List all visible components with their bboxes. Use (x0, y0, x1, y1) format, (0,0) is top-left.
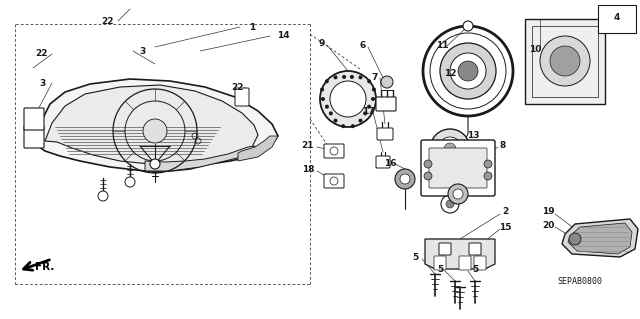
FancyBboxPatch shape (324, 174, 344, 188)
FancyBboxPatch shape (598, 5, 636, 33)
Circle shape (367, 105, 371, 109)
Text: 13: 13 (467, 130, 479, 139)
Circle shape (333, 75, 337, 79)
Circle shape (550, 46, 580, 76)
Circle shape (98, 191, 108, 201)
Polygon shape (45, 85, 258, 164)
Circle shape (484, 160, 492, 168)
Text: FR.: FR. (35, 262, 54, 272)
Polygon shape (35, 79, 278, 171)
Circle shape (358, 75, 362, 79)
Text: 3: 3 (39, 78, 45, 87)
Circle shape (150, 159, 160, 169)
FancyBboxPatch shape (421, 140, 495, 196)
Circle shape (341, 124, 345, 128)
Text: 18: 18 (301, 166, 314, 174)
Circle shape (458, 61, 478, 81)
Text: 14: 14 (276, 31, 289, 40)
Text: 17: 17 (362, 107, 374, 115)
Polygon shape (238, 136, 278, 161)
Text: 20: 20 (542, 221, 554, 231)
Circle shape (371, 97, 375, 101)
Circle shape (358, 119, 362, 122)
Circle shape (143, 119, 167, 143)
Circle shape (330, 81, 366, 117)
Circle shape (424, 172, 432, 180)
Circle shape (450, 53, 486, 89)
FancyBboxPatch shape (429, 148, 487, 188)
Text: 15: 15 (499, 222, 511, 232)
Circle shape (320, 87, 324, 92)
Text: 5: 5 (437, 265, 443, 275)
Circle shape (440, 43, 496, 99)
Circle shape (320, 71, 376, 127)
Circle shape (329, 111, 333, 115)
Polygon shape (425, 239, 495, 269)
FancyBboxPatch shape (235, 88, 249, 106)
Circle shape (400, 174, 410, 184)
Circle shape (363, 111, 367, 115)
Circle shape (351, 124, 355, 128)
Circle shape (448, 184, 468, 204)
FancyBboxPatch shape (439, 243, 451, 255)
FancyBboxPatch shape (459, 256, 471, 270)
Circle shape (438, 137, 462, 161)
Circle shape (321, 97, 325, 101)
Circle shape (381, 76, 393, 88)
Circle shape (367, 79, 371, 83)
Text: 5: 5 (412, 254, 418, 263)
Circle shape (463, 21, 473, 31)
Text: 21: 21 (301, 142, 314, 151)
Circle shape (372, 87, 376, 92)
Circle shape (441, 195, 459, 213)
FancyBboxPatch shape (376, 97, 396, 111)
Circle shape (446, 200, 454, 208)
Circle shape (540, 36, 590, 86)
FancyBboxPatch shape (469, 243, 481, 255)
Circle shape (333, 119, 337, 122)
FancyBboxPatch shape (24, 108, 44, 130)
Circle shape (325, 79, 329, 83)
Polygon shape (568, 223, 632, 254)
Circle shape (569, 233, 581, 245)
Circle shape (430, 129, 470, 169)
Polygon shape (562, 219, 638, 257)
Text: 9: 9 (319, 40, 325, 48)
FancyBboxPatch shape (474, 256, 486, 270)
Text: 3: 3 (140, 47, 146, 56)
Text: SEPAB0800: SEPAB0800 (557, 277, 602, 286)
Circle shape (350, 75, 354, 79)
Text: 1: 1 (249, 23, 255, 32)
FancyBboxPatch shape (376, 156, 390, 168)
Text: 2: 2 (502, 207, 508, 217)
Circle shape (444, 143, 456, 155)
Text: 6: 6 (360, 41, 366, 49)
Polygon shape (145, 146, 255, 171)
Text: 12: 12 (444, 69, 456, 78)
Text: 10: 10 (529, 44, 541, 54)
Circle shape (342, 75, 346, 79)
Text: 22: 22 (36, 48, 48, 57)
FancyBboxPatch shape (324, 144, 344, 158)
Circle shape (484, 172, 492, 180)
Text: 19: 19 (541, 207, 554, 217)
Circle shape (453, 189, 463, 199)
Text: 11: 11 (436, 41, 448, 49)
Text: 7: 7 (372, 72, 378, 81)
Circle shape (125, 177, 135, 187)
FancyBboxPatch shape (24, 126, 44, 148)
FancyBboxPatch shape (377, 128, 393, 140)
Text: 16: 16 (384, 159, 396, 167)
Text: 4: 4 (614, 12, 620, 21)
FancyBboxPatch shape (434, 256, 446, 270)
Circle shape (424, 160, 432, 168)
Text: 8: 8 (500, 142, 506, 151)
Text: 5: 5 (472, 265, 478, 275)
Text: 22: 22 (231, 83, 243, 92)
Circle shape (395, 169, 415, 189)
FancyBboxPatch shape (525, 19, 605, 104)
Circle shape (325, 105, 329, 109)
Text: 22: 22 (100, 17, 113, 26)
